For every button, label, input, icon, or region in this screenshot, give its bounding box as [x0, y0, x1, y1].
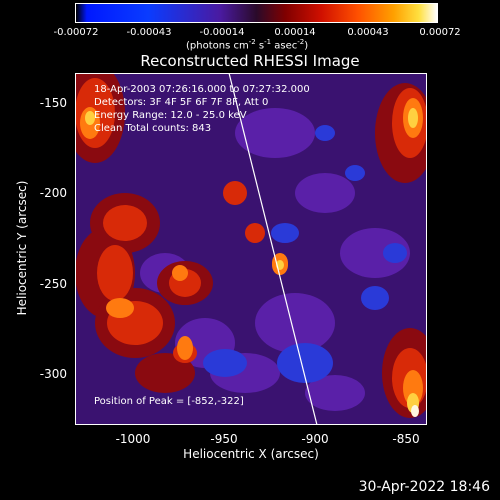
x-tick: -1000 [115, 432, 151, 446]
image-title: Reconstructed RHESSI Image [140, 52, 360, 70]
info-line-detectors: Detectors: 3F 4F 5F 6F 7F 8F, Att 0 [94, 97, 269, 108]
limb-line [228, 73, 318, 425]
y-tick: -300 [39, 367, 67, 381]
image-blob [103, 205, 147, 241]
colorbar-tick: -0.00072 [53, 27, 99, 38]
image-blobs [75, 73, 427, 418]
image-blob [223, 181, 247, 205]
image-blob [85, 111, 95, 125]
y-axis-label: Heliocentric Y (arcsec) [15, 180, 29, 316]
colorbar-tick: 0.00014 [274, 27, 316, 38]
rhessi-image [75, 73, 427, 425]
image-blob [135, 353, 195, 393]
image-blob [295, 173, 355, 213]
x-tick: -950 [210, 432, 238, 446]
image-blob [203, 349, 247, 377]
image-blob [172, 265, 188, 281]
image-blob [271, 223, 299, 243]
image-blob [97, 245, 133, 301]
timestamp: 30-Apr-2022 18:46 [358, 479, 490, 495]
y-tick: -250 [39, 277, 67, 291]
colorbar-tick: 0.00072 [419, 27, 461, 38]
image-frame [75, 73, 427, 425]
image-blob [345, 165, 365, 181]
y-tick: -200 [39, 186, 67, 200]
colorbar-tick: -0.00043 [126, 27, 172, 38]
info-line-time: 18-Apr-2003 07:26:16.000 to 07:27:32.000 [94, 84, 310, 95]
colorbar-tick: 0.00043 [347, 27, 389, 38]
image-blob [177, 336, 193, 360]
image-blob [277, 343, 333, 383]
x-tick: -850 [392, 432, 420, 446]
image-blob [340, 228, 410, 278]
colorbar [75, 3, 438, 23]
info-line-counts: Clean Total counts: 843 [94, 123, 212, 134]
image-blob [255, 293, 335, 353]
image-blob [361, 286, 389, 310]
colorbar-units: (photons cm-2 s-1 asec-2) [186, 38, 309, 52]
peak-position: Position of Peak = [-852,-322] [94, 396, 244, 407]
info-line-energy: Energy Range: 12.0 - 25.0 keV [94, 110, 247, 121]
image-blob [245, 223, 265, 243]
colorbar-tick: -0.00014 [199, 27, 245, 38]
image-blob [403, 370, 423, 406]
image-blob [315, 125, 335, 141]
y-tick: -150 [39, 96, 67, 110]
image-blob [383, 243, 407, 263]
image-blob [305, 375, 365, 411]
image-blob [106, 298, 134, 318]
image-blob [235, 108, 315, 158]
x-axis-label: Heliocentric X (arcsec) [183, 447, 319, 461]
image-blob [411, 405, 419, 417]
image-blob [408, 108, 418, 128]
colorbar-axis [75, 22, 438, 23]
x-tick: -900 [301, 432, 329, 446]
